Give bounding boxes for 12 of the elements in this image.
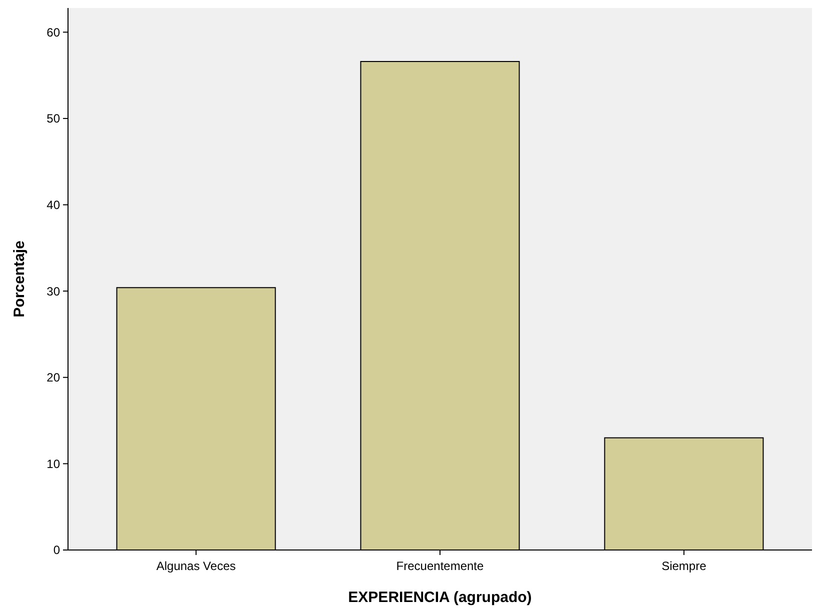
x-tick-label: Algunas Veces	[156, 559, 236, 573]
x-tick-label: Siempre	[662, 559, 707, 573]
y-tick-label: 40	[46, 198, 60, 212]
y-tick-label: 10	[46, 456, 60, 471]
y-tick-label: 0	[53, 543, 60, 558]
x-axis-title: EXPERIENCIA (agrupado)	[348, 589, 532, 606]
y-tick-label: 50	[46, 112, 60, 126]
y-tick-label: 60	[46, 25, 60, 40]
y-tick-label: 20	[46, 370, 60, 385]
x-tick-label: Frecuentemente	[396, 559, 484, 573]
y-tick-label: 30	[46, 284, 60, 298]
y-axis-title: Porcentaje	[11, 240, 28, 318]
